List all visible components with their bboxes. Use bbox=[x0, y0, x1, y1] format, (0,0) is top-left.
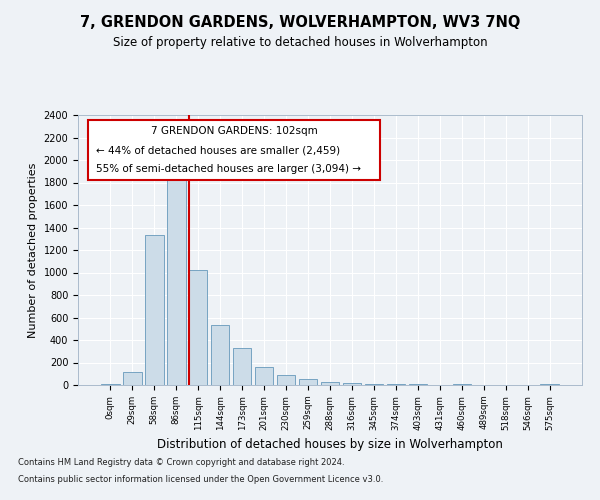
Bar bbox=[409, 384, 427, 385]
Y-axis label: Number of detached properties: Number of detached properties bbox=[28, 162, 38, 338]
Bar bbox=[277, 375, 295, 385]
Text: ← 44% of detached houses are smaller (2,459): ← 44% of detached houses are smaller (2,… bbox=[95, 145, 340, 155]
Bar bbox=[123, 372, 142, 385]
Bar bbox=[299, 380, 317, 385]
X-axis label: Distribution of detached houses by size in Wolverhampton: Distribution of detached houses by size … bbox=[157, 438, 503, 451]
Text: 7 GRENDON GARDENS: 102sqm: 7 GRENDON GARDENS: 102sqm bbox=[151, 126, 317, 136]
Bar bbox=[167, 174, 185, 385]
Bar bbox=[343, 383, 361, 385]
FancyBboxPatch shape bbox=[88, 120, 380, 180]
Bar bbox=[386, 384, 405, 385]
Bar bbox=[145, 236, 164, 385]
Bar bbox=[101, 384, 119, 385]
Bar bbox=[211, 326, 229, 385]
Bar bbox=[452, 384, 471, 385]
Bar bbox=[365, 384, 383, 385]
Bar bbox=[233, 348, 251, 385]
Text: Size of property relative to detached houses in Wolverhampton: Size of property relative to detached ho… bbox=[113, 36, 487, 49]
Text: 7, GRENDON GARDENS, WOLVERHAMPTON, WV3 7NQ: 7, GRENDON GARDENS, WOLVERHAMPTON, WV3 7… bbox=[80, 15, 520, 30]
Text: Contains HM Land Registry data © Crown copyright and database right 2024.: Contains HM Land Registry data © Crown c… bbox=[18, 458, 344, 467]
Bar bbox=[255, 367, 274, 385]
Text: Contains public sector information licensed under the Open Government Licence v3: Contains public sector information licen… bbox=[18, 474, 383, 484]
Text: 55% of semi-detached houses are larger (3,094) →: 55% of semi-detached houses are larger (… bbox=[95, 164, 361, 174]
Bar bbox=[189, 270, 208, 385]
Bar bbox=[541, 384, 559, 385]
Bar bbox=[320, 382, 340, 385]
